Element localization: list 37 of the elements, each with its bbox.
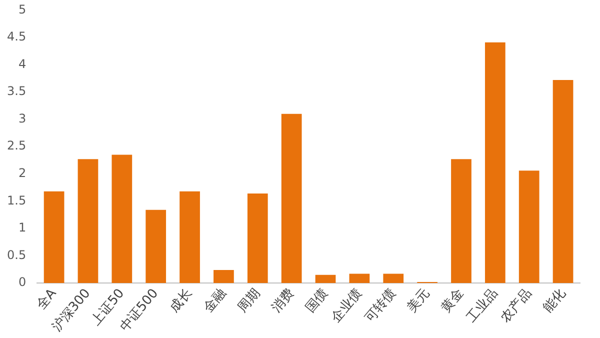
y-tick-label: 2.5 — [6, 138, 26, 153]
bar — [247, 194, 268, 284]
bar — [451, 159, 472, 284]
bar — [44, 191, 64, 284]
bar — [349, 274, 370, 284]
bar — [214, 270, 234, 284]
bar — [112, 154, 132, 284]
y-tick-label: 5 — [18, 2, 26, 16]
y-tick-label: 1.5 — [6, 193, 26, 208]
x-tick-label: 周期 — [235, 286, 264, 316]
bar — [518, 170, 540, 284]
x-tick-label: 国债 — [302, 286, 332, 316]
x-tick-label: 消费 — [269, 286, 298, 316]
bar — [78, 159, 98, 284]
bar — [281, 114, 302, 284]
x-tick-label: 美元 — [404, 286, 433, 316]
y-tick-label: 1 — [18, 220, 26, 235]
bar — [146, 210, 166, 284]
bar — [315, 274, 336, 284]
x-tick-label: 黄金 — [438, 286, 467, 316]
y-tick-label: 4 — [18, 56, 26, 71]
x-tick-label: 农产品 — [498, 286, 535, 326]
bar — [383, 274, 404, 284]
y-tick-label: 3.5 — [6, 84, 26, 98]
y-tick-label: 3 — [18, 111, 26, 126]
x-tick-label: 能化 — [540, 286, 569, 316]
x-tick-label: 全A — [34, 286, 60, 313]
y-tick-label: 0.5 — [6, 248, 26, 262]
bar — [180, 191, 200, 284]
x-tick-label: 工业品 — [464, 286, 501, 326]
bar — [552, 80, 574, 284]
y-tick-label: 4.5 — [6, 30, 26, 44]
x-tick-label: 成长 — [167, 286, 196, 316]
y-tick-label: 0 — [18, 275, 26, 290]
y-tick-label: 2 — [18, 166, 26, 180]
bar — [484, 42, 506, 284]
x-tick-label: 金融 — [201, 286, 230, 316]
